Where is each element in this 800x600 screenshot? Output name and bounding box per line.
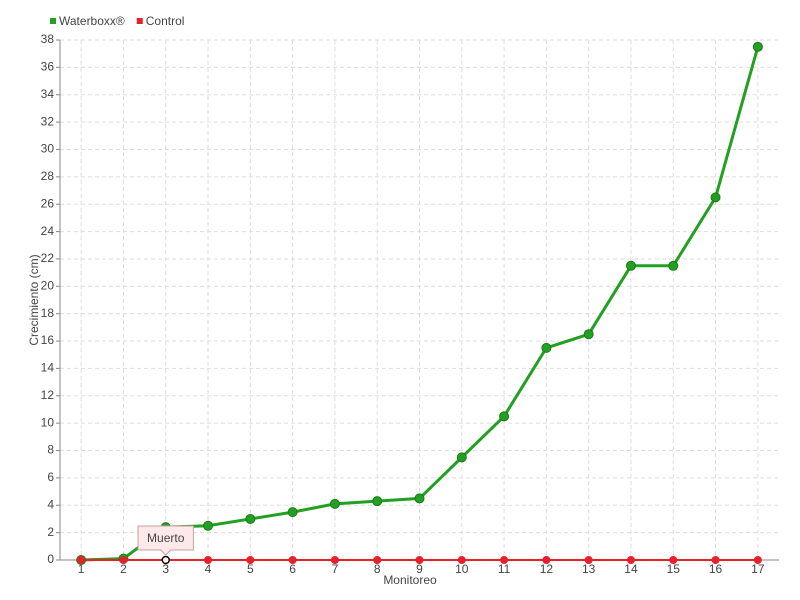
y-tick-label: 22	[41, 251, 55, 265]
y-tick-label: 36	[41, 60, 55, 74]
data-point	[373, 556, 382, 564]
x-tick-label: 3	[162, 562, 169, 576]
y-tick-label: 38	[41, 32, 55, 46]
y-tick-label: 24	[41, 224, 55, 238]
x-tick-label: 12	[540, 562, 554, 576]
data-point	[625, 260, 636, 271]
y-axis-title: Crecimiento (cm)	[27, 254, 41, 345]
y-tick-label: 10	[41, 415, 55, 429]
x-tick-label: 17	[751, 562, 765, 576]
y-tick-label: 26	[41, 196, 55, 210]
x-tick-label: 15	[667, 562, 681, 576]
x-tick-label: 1	[78, 562, 85, 576]
x-tick-label: 13	[582, 562, 596, 576]
y-tick-label: 16	[41, 333, 55, 347]
data-point	[542, 556, 551, 564]
x-tick-label: 8	[374, 562, 381, 576]
data-point	[77, 556, 86, 564]
data-point	[119, 556, 128, 564]
data-point	[710, 192, 721, 203]
y-tick-label: 28	[41, 169, 55, 183]
legend-label: Control	[146, 14, 185, 28]
y-tick-label: 2	[47, 525, 54, 539]
data-point	[329, 498, 340, 509]
data-point	[500, 556, 509, 564]
x-tick-label: 16	[709, 562, 723, 576]
data-point	[711, 556, 720, 564]
legend-label: Waterboxx®	[59, 14, 125, 28]
data-point	[245, 513, 256, 524]
data-point	[161, 555, 170, 565]
legend-swatch	[136, 18, 143, 24]
x-tick-label: 10	[455, 562, 469, 576]
y-tick-label: 32	[41, 114, 55, 128]
y-tick-label: 6	[47, 470, 54, 484]
data-point	[541, 342, 552, 353]
x-tick-label: 11	[498, 562, 511, 576]
x-tick-label: 14	[624, 562, 638, 576]
data-point	[626, 556, 635, 564]
legend-swatch	[50, 18, 56, 24]
data-point	[330, 556, 339, 564]
x-tick-label: 4	[205, 562, 212, 576]
x-tick-label: 2	[120, 562, 127, 576]
y-tick-label: 8	[47, 443, 54, 457]
tooltip: Muerto	[137, 525, 194, 556]
data-point	[456, 452, 467, 463]
tooltip-text: Muerto	[147, 531, 185, 545]
data-point	[203, 520, 214, 531]
y-tick-label: 4	[47, 497, 54, 511]
data-point	[246, 556, 255, 564]
data-point	[584, 556, 593, 564]
x-tick-label: 9	[416, 562, 423, 576]
data-point	[204, 556, 213, 564]
y-tick-label: 18	[41, 306, 55, 320]
data-point	[414, 493, 425, 504]
y-tick-label: 34	[41, 87, 55, 101]
data-point	[415, 556, 424, 564]
tooltip-box	[137, 525, 194, 556]
data-point	[752, 41, 763, 52]
data-point	[372, 496, 383, 507]
data-point	[668, 260, 679, 271]
data-point	[288, 556, 297, 564]
y-tick-label: 30	[41, 142, 55, 156]
data-point	[583, 329, 594, 340]
x-tick-label: 7	[332, 562, 339, 576]
y-tick-label: 0	[47, 552, 54, 566]
data-point	[669, 556, 678, 564]
y-tick-label: 12	[41, 388, 55, 402]
y-tick-label: 20	[41, 278, 55, 292]
data-point	[457, 556, 466, 564]
data-point	[287, 507, 298, 518]
y-tick-label: 14	[41, 361, 55, 375]
data-point	[499, 411, 510, 422]
data-point	[753, 556, 762, 564]
x-axis-title: Monitoreo	[383, 573, 437, 587]
x-tick-label: 5	[247, 562, 254, 576]
x-tick-label: 6	[289, 562, 296, 576]
